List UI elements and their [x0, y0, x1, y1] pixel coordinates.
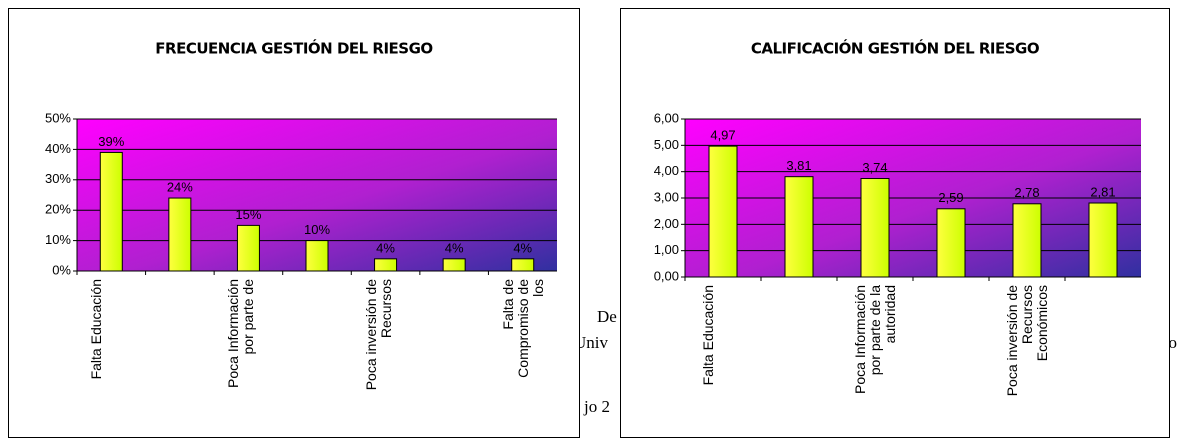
bar: [708, 145, 738, 278]
x-tick-label: Poca Información por parte de la autorid…: [852, 285, 898, 394]
data-label: 2,81: [1090, 184, 1115, 199]
chart-title: CALIFICACIÓN GESTIÓN DEL RIESGO: [751, 39, 1039, 58]
y-tick-label: 3,00: [654, 189, 679, 204]
background-text: De: [597, 307, 617, 326]
data-label: 4%: [376, 240, 395, 255]
x-tick-label: Falta de Compromiso de los: [499, 279, 546, 378]
data-label: 3,81: [786, 158, 811, 173]
data-label: 4%: [445, 240, 464, 255]
chart: FRECUENCIA GESTIÓN DEL RIESGO 0% 10% 20% 30%…: [45, 39, 557, 277]
x-tick-label: Falta Educación: [88, 279, 105, 380]
y-tick-label: 2,00: [654, 216, 679, 231]
bar: [1088, 202, 1118, 278]
y-tick-label: 40%: [45, 141, 71, 156]
bar: [236, 224, 260, 272]
x-tick-label: Poca inversión de Recursos Económicos: [1004, 285, 1050, 397]
bar: [305, 240, 329, 272]
bar: [168, 197, 192, 272]
data-label: 2,78: [1014, 185, 1039, 200]
y-tick-label: 0%: [52, 262, 71, 277]
data-label: 4,97: [710, 128, 735, 143]
chart-title: FRECUENCIA GESTIÓN DEL RIESGO: [155, 39, 432, 58]
bar: [374, 258, 398, 272]
x-tick-label: Poca Información por parte de: [225, 279, 257, 388]
bar: [442, 258, 466, 272]
y-tick-label: 4,00: [654, 163, 679, 178]
bar: [936, 208, 966, 278]
y-tick-label: 20%: [45, 202, 71, 217]
x-tick-label: Poca inversión de Recursos: [362, 279, 394, 391]
y-tick-label: 5,00: [654, 137, 679, 152]
y-tick-label: 10%: [45, 232, 71, 247]
y-tick-label: 6,00: [654, 110, 679, 125]
y-tick-label: 50%: [45, 110, 71, 125]
chart: CALIFICACIÓN GESTIÓN DEL RIESGO 0,00 1,00 2…: [654, 39, 1141, 283]
data-label: 39%: [98, 134, 124, 149]
chart-frame: FRECUENCIA GESTIÓN DEL RIESGO 0% 10% 20% 30%…: [8, 8, 580, 438]
bar: [784, 176, 814, 278]
y-tick-label: 30%: [45, 171, 71, 186]
data-label: 2,59: [938, 190, 963, 205]
y-tick-label: 0,00: [654, 268, 679, 283]
chart-frame: CALIFICACIÓN GESTIÓN DEL RIESGO 0,00 1,00 2…: [620, 8, 1170, 438]
data-label: 24%: [167, 179, 193, 194]
data-label: 4%: [513, 240, 532, 255]
data-label: 3,74: [862, 160, 887, 175]
data-label: 10%: [304, 222, 330, 237]
y-tick-label: 1,00: [654, 242, 679, 257]
bar: [511, 258, 535, 272]
bar: [1012, 203, 1042, 278]
bar: [860, 178, 890, 278]
bar: [99, 151, 123, 272]
background-text: jo 2: [584, 397, 610, 416]
x-tick-label: Falta Educación: [700, 285, 716, 386]
page: De Univ jo 2 ño FRECUENCIA GESTIÓN DEL R…: [8, 8, 1177, 438]
background-text: Univ: [574, 333, 608, 352]
data-label: 15%: [235, 207, 261, 222]
